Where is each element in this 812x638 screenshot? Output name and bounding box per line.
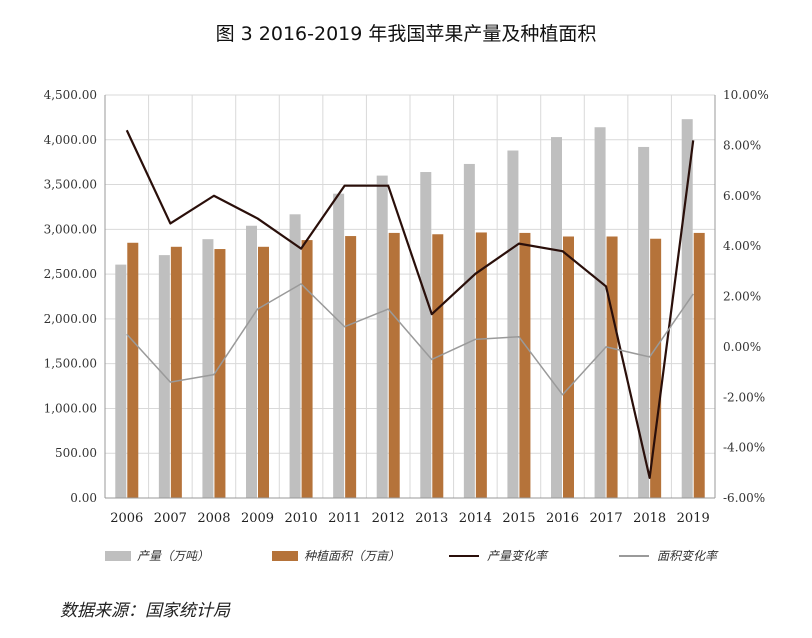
y-left-tick-label: 4,000.00 xyxy=(44,133,97,147)
y-left-tick-label: 0.00 xyxy=(70,491,97,505)
y-right-tick-label: 8.00% xyxy=(723,138,761,152)
source-label: 数据来源：国家统计局 xyxy=(60,601,231,621)
x-tick-label: 2016 xyxy=(546,511,579,526)
line-production-change xyxy=(125,129,695,479)
bars xyxy=(115,119,705,499)
bar-production xyxy=(202,239,214,498)
x-tick-label: 2008 xyxy=(197,511,230,526)
legend-label: 面积变化率 xyxy=(657,549,719,563)
bar-area xyxy=(650,238,662,498)
bar-area xyxy=(258,246,269,498)
y-left-tick-label: 500.00 xyxy=(55,446,97,460)
axes: 0.00 500.00 1,000.00 1,500.00 2,000.00 2,500.… xyxy=(44,88,769,526)
y-right-tick-label: 2.00% xyxy=(723,290,761,304)
bar-production xyxy=(289,214,301,498)
bar-area xyxy=(475,232,487,498)
bar-area xyxy=(606,236,618,498)
legend-swatch xyxy=(272,551,298,561)
legend: 产量（万吨） 种植面积（万亩） 产量变化率 面积变化率 xyxy=(105,549,719,563)
bar-area xyxy=(345,236,357,499)
y-left-tick-label: 3,000.00 xyxy=(44,222,97,236)
x-tick-label: 2012 xyxy=(372,511,405,526)
bar-production xyxy=(246,225,257,499)
gridlines xyxy=(104,94,716,499)
x-tick-label: 2019 xyxy=(677,511,710,526)
x-tick-label: 2006 xyxy=(110,511,143,526)
y-right-tick-label: 6.00% xyxy=(723,189,761,203)
x-tick-label: 2013 xyxy=(415,511,448,526)
y-right-tick-label: -2.00% xyxy=(723,390,765,404)
line-area-change xyxy=(126,283,694,396)
y-right-tick-label: 0.00% xyxy=(723,340,761,354)
y-left-tick-label: 2,500.00 xyxy=(44,267,97,281)
bar-area xyxy=(388,232,400,498)
bar-production xyxy=(420,172,432,499)
chart-title: 图 3 2016-2019 年我国苹果产量及种植面积 xyxy=(216,23,597,45)
bar-production xyxy=(594,127,606,499)
y-right-tick-label: 10.00% xyxy=(723,88,769,102)
x-tick-label: 2017 xyxy=(590,511,623,526)
bar-production xyxy=(507,150,519,498)
y-left-tick-label: 1,500.00 xyxy=(44,357,97,371)
bar-area xyxy=(214,249,226,498)
x-tick-label: 2010 xyxy=(285,511,318,526)
bar-area xyxy=(563,236,574,498)
bar-area xyxy=(432,234,444,498)
y-right-tick-label: -4.00% xyxy=(723,441,765,455)
y-left-tick-label: 3,500.00 xyxy=(44,178,97,192)
bar-production xyxy=(115,264,127,498)
x-tick-label: 2009 xyxy=(241,511,274,526)
legend-label: 产量变化率 xyxy=(487,549,549,563)
bar-production xyxy=(638,146,650,499)
legend-label: 产量（万吨） xyxy=(137,549,209,563)
bar-area xyxy=(170,246,182,498)
x-tick-label: 2007 xyxy=(154,511,187,526)
y-left-tick-label: 2,000.00 xyxy=(44,312,97,326)
bar-area xyxy=(693,232,705,498)
bar-production xyxy=(551,137,562,498)
bar-area xyxy=(519,232,531,498)
x-tick-label: 2011 xyxy=(328,511,361,526)
legend-swatch xyxy=(105,551,131,561)
y-left-tick-label: 4,500.00 xyxy=(44,88,97,102)
bar-production xyxy=(681,119,693,499)
legend-label: 种植面积（万亩） xyxy=(304,549,400,563)
x-tick-label: 2015 xyxy=(502,511,535,526)
bar-production xyxy=(333,193,345,498)
lines xyxy=(125,129,695,479)
bar-production xyxy=(376,175,388,498)
y-left-tick-label: 1,000.00 xyxy=(44,401,97,415)
y-right-tick-label: 4.00% xyxy=(723,239,761,253)
bar-area xyxy=(301,240,313,498)
x-tick-label: 2018 xyxy=(633,511,666,526)
bar-area xyxy=(127,242,139,498)
bar-production xyxy=(463,163,475,499)
y-right-tick-label: -6.00% xyxy=(723,491,765,505)
x-tick-label: 2014 xyxy=(459,511,492,526)
